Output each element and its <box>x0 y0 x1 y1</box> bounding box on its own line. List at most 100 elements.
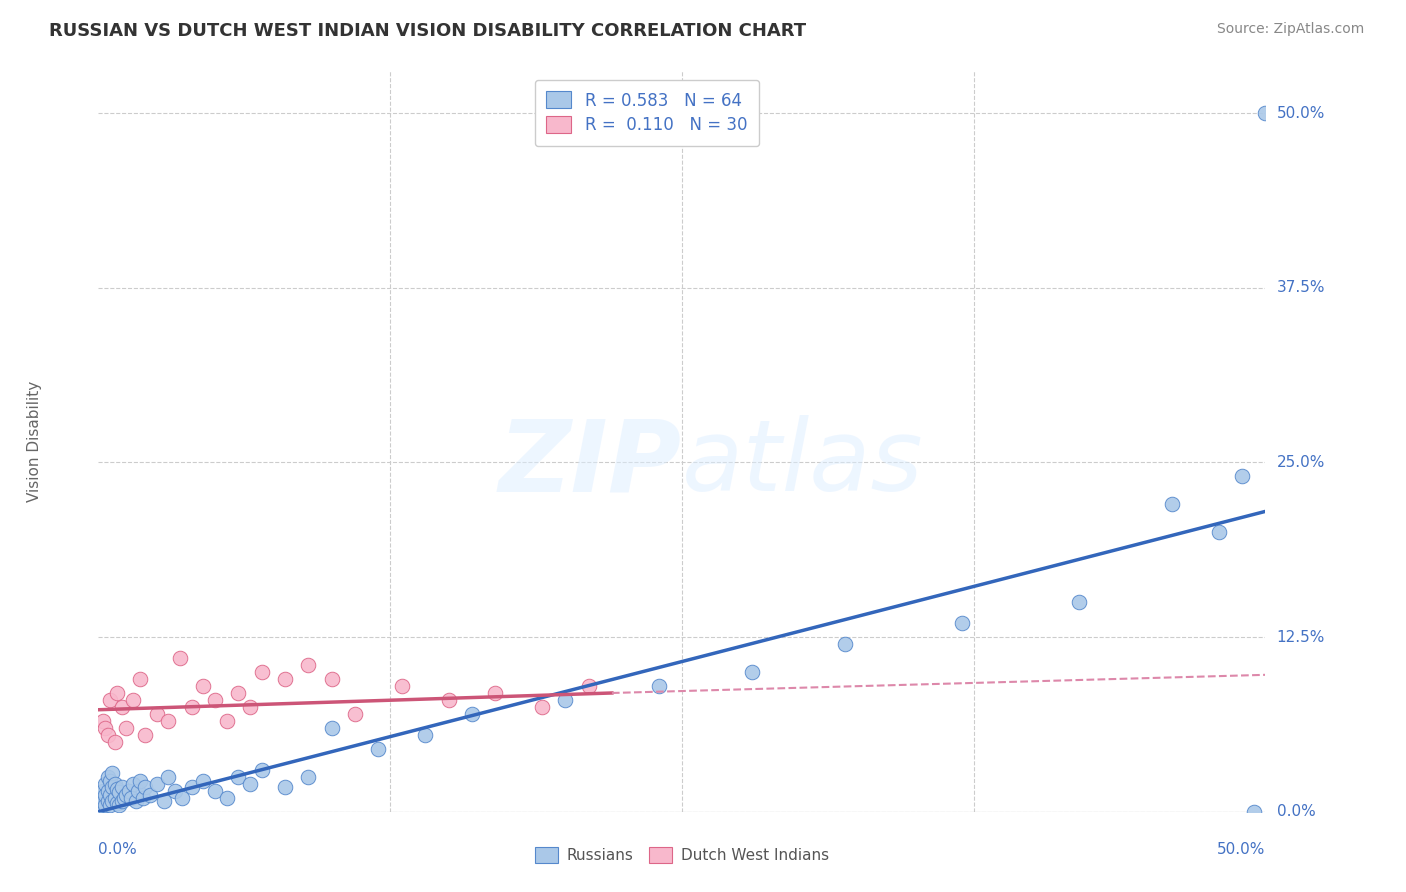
Point <box>437 693 460 707</box>
Point <box>94 797 117 812</box>
Point <box>204 693 226 707</box>
Point <box>129 774 152 789</box>
Point <box>413 728 436 742</box>
Point <box>367 742 389 756</box>
Point <box>180 700 202 714</box>
Point <box>239 777 262 791</box>
Point <box>97 728 120 742</box>
Point <box>1161 497 1184 511</box>
Point <box>344 706 367 721</box>
Point <box>204 784 226 798</box>
Point <box>91 793 114 807</box>
Point <box>94 777 117 791</box>
Text: 12.5%: 12.5% <box>1277 630 1324 645</box>
Point <box>193 679 215 693</box>
Point <box>105 797 128 811</box>
Point <box>152 793 174 807</box>
Point <box>834 637 856 651</box>
Text: 0.0%: 0.0% <box>1277 805 1315 819</box>
Point <box>180 780 202 794</box>
Point <box>90 797 112 812</box>
Point <box>132 790 155 805</box>
Text: 50.0%: 50.0% <box>1277 106 1324 120</box>
Point <box>297 658 319 673</box>
Point <box>98 693 121 707</box>
Point <box>94 788 117 802</box>
Point <box>741 665 763 679</box>
Point <box>157 770 180 784</box>
Point <box>297 770 319 784</box>
Point <box>97 793 120 807</box>
Text: 37.5%: 37.5% <box>1277 280 1324 295</box>
Point <box>647 679 669 693</box>
Point <box>228 770 250 784</box>
Point <box>91 714 114 728</box>
Point <box>250 763 273 777</box>
Point <box>115 721 138 735</box>
Text: Source: ZipAtlas.com: Source: ZipAtlas.com <box>1216 22 1364 37</box>
Point <box>122 777 145 791</box>
Point <box>134 728 156 742</box>
Point <box>1254 106 1277 120</box>
Point <box>112 790 135 805</box>
Point <box>146 777 169 791</box>
Point <box>274 780 297 794</box>
Point <box>950 616 973 631</box>
Point <box>104 735 127 749</box>
Point <box>321 672 343 686</box>
Text: RUSSIAN VS DUTCH WEST INDIAN VISION DISABILITY CORRELATION CHART: RUSSIAN VS DUTCH WEST INDIAN VISION DISA… <box>49 22 806 40</box>
Point <box>97 784 120 798</box>
Point <box>101 793 124 807</box>
Point <box>111 780 134 794</box>
Point <box>1230 469 1253 483</box>
Point <box>250 665 273 679</box>
Point <box>105 782 128 797</box>
Point <box>91 784 114 798</box>
Point <box>165 784 187 798</box>
Point <box>105 686 128 700</box>
Point <box>228 686 250 700</box>
Point <box>193 774 215 789</box>
Point <box>169 651 191 665</box>
Point <box>321 721 343 735</box>
Point <box>1243 805 1265 819</box>
Point <box>1208 525 1230 540</box>
Point <box>120 790 142 805</box>
Point <box>530 700 553 714</box>
Point <box>104 790 127 805</box>
Point <box>139 788 162 802</box>
Point <box>127 784 149 798</box>
Point <box>101 765 124 780</box>
Point <box>129 672 152 686</box>
Point <box>108 785 131 799</box>
Point <box>146 706 169 721</box>
Point <box>578 679 600 693</box>
Point <box>115 788 138 802</box>
Text: 25.0%: 25.0% <box>1277 455 1324 470</box>
Point <box>111 700 134 714</box>
Point <box>97 770 120 784</box>
Point <box>215 790 238 805</box>
Point <box>134 780 156 794</box>
Point <box>239 700 262 714</box>
Point <box>118 784 141 798</box>
Point <box>172 790 194 805</box>
Point <box>108 797 131 812</box>
Text: Vision Disability: Vision Disability <box>27 381 42 502</box>
Point <box>94 721 117 735</box>
Point <box>1067 595 1090 609</box>
Point <box>122 693 145 707</box>
Point <box>391 679 413 693</box>
Point <box>111 793 134 807</box>
Text: 50.0%: 50.0% <box>1218 842 1265 857</box>
Point <box>98 788 121 802</box>
Point <box>461 706 484 721</box>
Point <box>98 797 121 812</box>
Text: 0.0%: 0.0% <box>98 842 138 857</box>
Point <box>90 790 112 805</box>
Text: atlas: atlas <box>682 416 924 512</box>
Point <box>101 780 124 794</box>
Point <box>554 693 576 707</box>
Text: ZIP: ZIP <box>499 416 682 512</box>
Point <box>157 714 180 728</box>
